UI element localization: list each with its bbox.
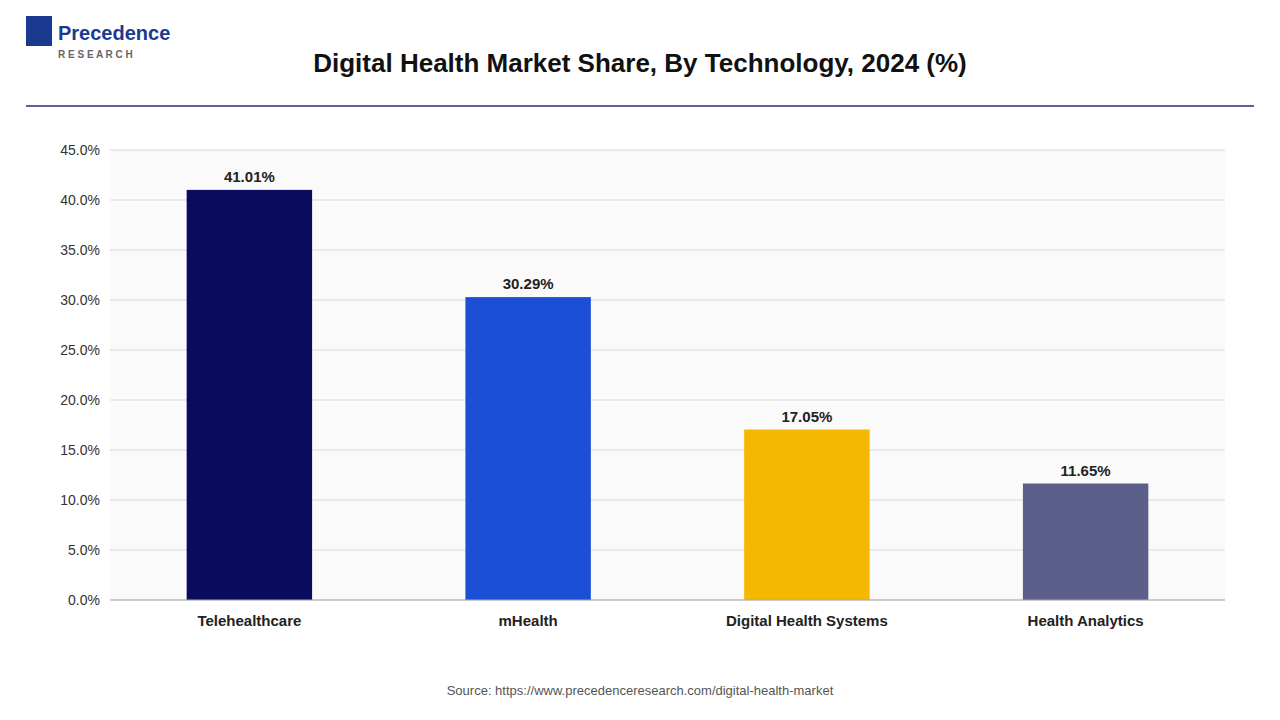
y-tick-label: 45.0%	[60, 142, 100, 158]
logo-name: Precedence	[58, 22, 170, 44]
logo-subtitle: R E S E A R C H	[58, 49, 133, 60]
data-labels: 41.01% 30.29% 17.05% 11.65%	[224, 168, 1111, 479]
bar	[465, 297, 590, 600]
data-label: 11.65%	[1061, 462, 1111, 479]
x-tick-label: Health Analytics	[1028, 612, 1144, 629]
source: Source: https://www.precedenceresearch.c…	[447, 683, 834, 698]
x-axis-line	[110, 600, 1225, 601]
grid-line	[110, 150, 1225, 151]
plot-background	[110, 150, 1225, 600]
logo: Precedence R E S E A R C H	[26, 16, 170, 60]
x-axis: Telehealthcare mHealth Digital Health Syst…	[110, 600, 1225, 629]
logo-mark	[26, 16, 52, 46]
y-tick-label: 25.0%	[60, 342, 100, 358]
grid-line	[110, 600, 1225, 601]
y-tick-label: 20.0%	[60, 392, 100, 408]
y-tick-label: 30.0%	[60, 292, 100, 308]
bar	[744, 430, 869, 601]
x-tick-label: Digital Health Systems	[726, 612, 888, 629]
y-axis: 0.0% 5.0% 10.0% 15.0% 20.0% 25.0% 30.0% 35.0% 40…	[60, 142, 1225, 608]
y-tick-label: 40.0%	[60, 192, 100, 208]
y-tick-label: 5.0%	[68, 542, 100, 558]
data-label: 41.01%	[224, 168, 275, 185]
chart: Digital Health Market Share, By Technolo…	[0, 0, 1280, 720]
data-label: 30.29%	[503, 275, 554, 292]
bars	[187, 190, 1149, 600]
data-label: 17.05%	[781, 408, 832, 425]
x-tick-label: mHealth	[499, 612, 558, 629]
y-tick-label: 35.0%	[60, 242, 100, 258]
y-tick-label: 15.0%	[60, 442, 100, 458]
separator	[26, 105, 1254, 107]
y-tick-label: 0.0%	[68, 592, 100, 608]
bar	[1023, 484, 1148, 601]
y-tick-label: 10.0%	[60, 492, 100, 508]
bar	[187, 190, 312, 600]
x-tick-label: Telehealthcare	[197, 612, 301, 629]
title: Digital Health Market Share, By Technolo…	[313, 48, 967, 78]
